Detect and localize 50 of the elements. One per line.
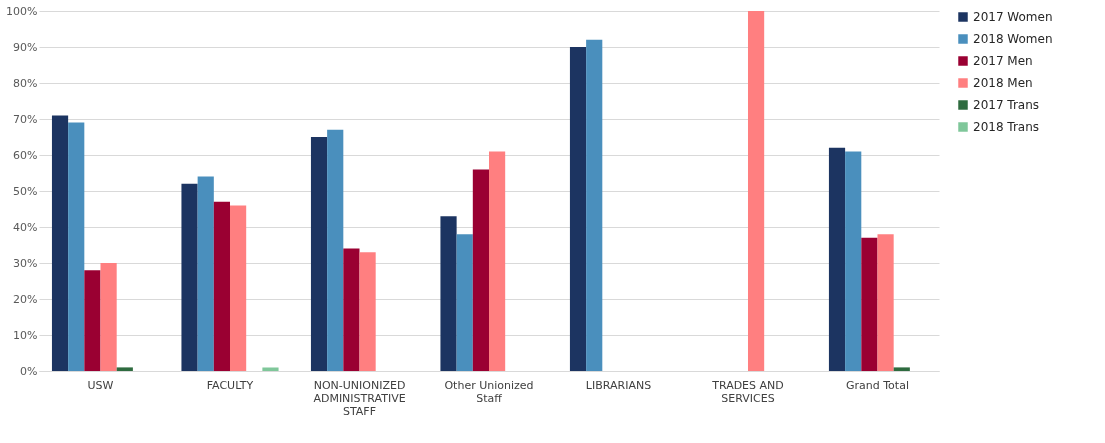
bar	[861, 237, 878, 371]
bar	[456, 234, 473, 371]
bar	[489, 151, 506, 371]
y-tick-label: 40%	[13, 220, 38, 234]
legend-label: 2018 Men	[973, 76, 1033, 90]
bar	[181, 183, 198, 371]
bar	[828, 147, 846, 371]
bar	[262, 367, 279, 371]
bar	[100, 263, 117, 371]
bar	[51, 115, 69, 371]
y-tick-label: 50%	[13, 184, 38, 198]
bar	[440, 216, 457, 371]
bar	[116, 367, 133, 371]
legend-label: 2017 Trans	[973, 98, 1040, 112]
legend-label: 2017 Men	[973, 54, 1033, 68]
y-tick-label: 30%	[13, 256, 38, 270]
bar	[747, 11, 765, 371]
y-tick-label: 100%	[6, 4, 38, 18]
bar	[877, 234, 894, 371]
x-tick-label: Grand Total	[846, 378, 909, 392]
bar	[343, 248, 360, 371]
bar	[845, 151, 862, 371]
bar	[68, 122, 85, 371]
bar	[213, 201, 231, 371]
bar	[893, 367, 910, 371]
legend-label: 2018 Women	[973, 32, 1053, 46]
legend-label: 2018 Trans	[973, 120, 1040, 134]
bar	[230, 205, 247, 371]
x-tick-label: LIBRARIANS	[585, 378, 652, 392]
x-tick-label: Other Unionized Staff	[444, 378, 534, 405]
bar	[327, 129, 344, 371]
y-tick-label: 0%	[20, 364, 38, 378]
y-tick-label: 20%	[13, 292, 38, 306]
bar	[569, 47, 587, 371]
y-tick-label: 10%	[13, 328, 38, 342]
y-tick-label: 80%	[13, 76, 38, 90]
y-tick-label: 60%	[13, 148, 38, 162]
x-tick-label: USW	[87, 378, 114, 392]
x-tick-label: FACULTY	[206, 378, 254, 392]
x-tick-label: TRADES AND SERVICES	[711, 378, 784, 405]
y-tick-label: 70%	[13, 112, 38, 126]
bar	[586, 39, 603, 371]
x-tick-label: NON-UNIONIZED ADMINISTRATIVE STAFF	[313, 378, 406, 418]
y-tick-label: 90%	[13, 40, 38, 54]
bar	[84, 270, 101, 371]
legend-label: 2017 Women	[973, 10, 1053, 24]
bar	[472, 169, 489, 371]
bar	[197, 176, 214, 371]
bar	[359, 252, 376, 371]
bar	[310, 137, 328, 371]
